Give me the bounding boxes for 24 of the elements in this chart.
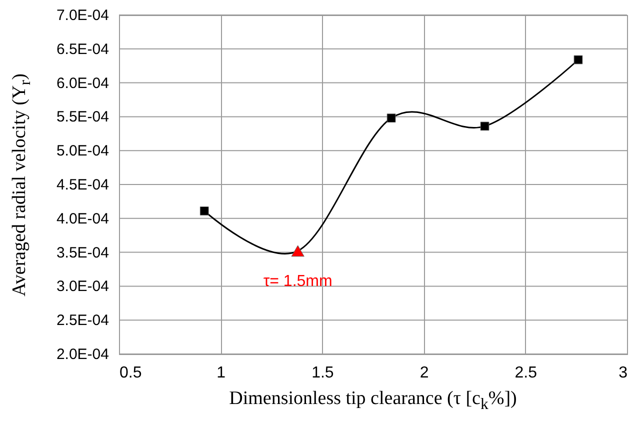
y-tick-label: 6.0E-04: [56, 74, 109, 92]
y-tick-label: 2.0E-04: [56, 346, 109, 363]
x-tick-label: 2: [420, 364, 429, 382]
x-tick-label: 1: [216, 364, 226, 382]
point: [200, 206, 209, 216]
y-tick-label: 3.5E-04: [56, 244, 109, 262]
point: [386, 114, 396, 122]
x-tick-label: 2.5: [514, 364, 538, 382]
y-tick-label: 7.0E-04: [56, 7, 109, 24]
x-axis-title: Dimensionless tip clearance (τ [c$_{k}$%]): [229, 388, 517, 414]
x-tick-label: 0.5: [120, 364, 142, 382]
y-tick-label: 4.5E-04: [56, 176, 109, 194]
point: [291, 245, 304, 257]
x-tick-label: 3: [618, 364, 628, 382]
y-tick-label: 2.5E-04: [56, 312, 109, 330]
y-tick-label: 4.0E-04: [56, 210, 109, 228]
point: [574, 55, 583, 64]
point: [480, 122, 490, 131]
y-tick-label: 5.0E-04: [56, 142, 109, 160]
x-tick-label: 1.5: [312, 364, 334, 382]
y-tick-label: 6.5E-04: [56, 40, 109, 58]
y-tick-label: 5.5E-04: [56, 108, 109, 126]
y-tick-label: 3.0E-04: [56, 278, 109, 296]
annotation: τ= 1.5mm: [263, 272, 332, 290]
